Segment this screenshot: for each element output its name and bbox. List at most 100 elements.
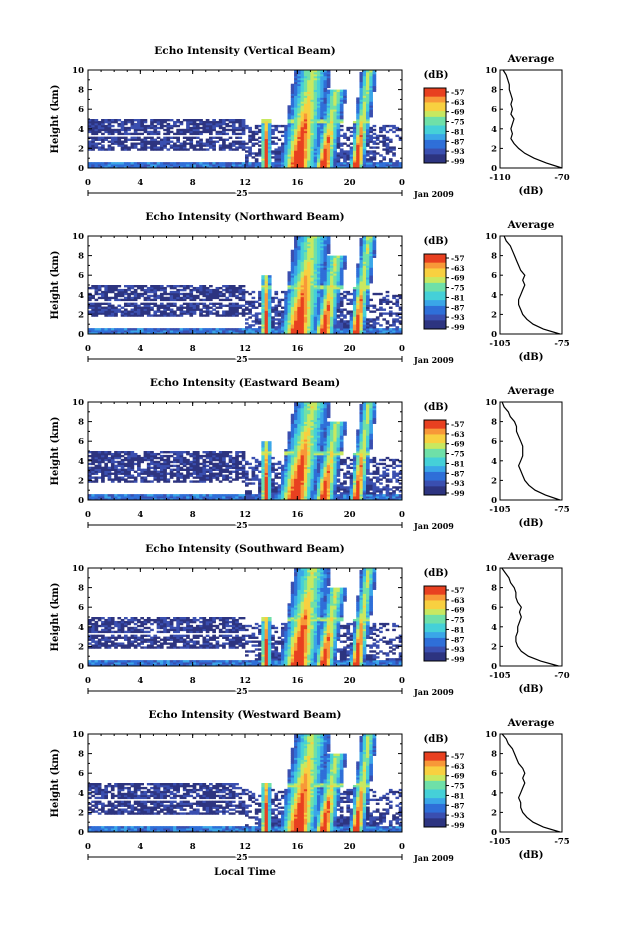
profile-ytick-label: 4 xyxy=(491,291,497,301)
colorbar-swatch xyxy=(424,102,446,105)
heatmap-cell xyxy=(111,297,115,299)
heatmap-cell xyxy=(245,154,249,156)
heatmap-cell xyxy=(183,451,187,453)
heatmap-cell xyxy=(117,289,121,291)
colorbar-swatch xyxy=(424,271,446,274)
heatmap-cell xyxy=(153,125,157,127)
heatmap-cell xyxy=(245,312,249,314)
colorbar-tick-label: -75 xyxy=(451,284,465,293)
heatmap-cell xyxy=(340,129,344,131)
colorbar-swatch xyxy=(424,274,446,277)
heatmap-cell xyxy=(101,451,105,453)
heatmap-cell xyxy=(98,451,102,453)
profile-ytick-label: 8 xyxy=(491,252,497,262)
heatmap-cell xyxy=(131,480,135,482)
colorbar-swatch xyxy=(424,300,446,303)
colorbar-tick-label: -81 xyxy=(451,293,465,302)
heatmap-cell xyxy=(219,299,223,301)
heatmap-cell xyxy=(104,463,108,465)
heatmap-cell xyxy=(271,137,275,139)
heatmap-cell xyxy=(137,133,141,135)
heatmap-cell xyxy=(163,459,167,461)
heatmap-cell xyxy=(255,307,259,309)
heatmap-cell xyxy=(199,119,203,121)
heatmap-cell xyxy=(131,303,135,305)
heatmap-cell xyxy=(258,318,262,320)
heatmap-cell xyxy=(202,328,206,330)
heatmap-cell xyxy=(180,293,184,295)
heatmap-cell xyxy=(163,119,167,121)
colorbar-swatch xyxy=(424,257,446,260)
heatmap-cell xyxy=(124,127,128,129)
heatmap-cell xyxy=(124,285,128,287)
heatmap-cell xyxy=(91,303,95,305)
heatmap-cell xyxy=(235,303,239,305)
heatmap-cell xyxy=(340,256,344,258)
heatmap-cell xyxy=(167,455,171,457)
heatmap-cell xyxy=(137,119,141,121)
heatmap-cell xyxy=(291,250,295,252)
heatmap-cell xyxy=(219,131,223,133)
colorbar-swatch xyxy=(424,268,446,271)
heatmap-cell xyxy=(131,162,135,164)
heatmap-cell xyxy=(212,312,216,314)
heatmap-cell xyxy=(150,299,154,301)
heatmap-cell xyxy=(356,97,360,99)
heatmap-cell xyxy=(167,494,171,496)
heatmap-cell xyxy=(117,469,121,471)
heatmap-cell xyxy=(225,144,229,146)
heatmap-cell xyxy=(271,307,275,309)
heatmap-cell xyxy=(127,494,131,496)
heatmap-cell xyxy=(229,162,233,164)
heatmap-cell xyxy=(274,297,278,299)
colorbar-swatch xyxy=(424,277,446,280)
heatmap-cell xyxy=(268,119,272,121)
colorbar-swatch xyxy=(424,143,446,146)
heatmap-cell xyxy=(202,285,206,287)
heatmap-cell xyxy=(252,156,256,158)
heatmap-cell xyxy=(369,305,373,307)
heatmap-cell xyxy=(167,297,171,299)
heatmap-cell xyxy=(150,314,154,316)
heatmap-cell xyxy=(117,309,121,311)
heatmap-cell xyxy=(248,293,252,295)
heatmap-cell xyxy=(163,137,167,139)
heatmap-cell xyxy=(150,285,154,287)
heatmap-cell xyxy=(229,119,233,121)
heatmap-cell xyxy=(153,285,157,287)
heatmap-cell xyxy=(114,451,118,453)
profile-xtick-label: -110 xyxy=(489,173,510,183)
colorbar-swatch xyxy=(424,123,446,126)
colorbar-swatch xyxy=(424,320,446,323)
ytick-label: 6 xyxy=(78,271,84,281)
heatmap-cell xyxy=(150,119,154,121)
heatmap-cell xyxy=(95,303,99,305)
colorbar-swatch xyxy=(424,105,446,108)
heatmap-cell xyxy=(386,326,390,328)
heatmap-cell xyxy=(225,133,229,135)
heatmap-cell xyxy=(258,291,262,293)
colorbar-tick-label: -93 xyxy=(451,147,465,156)
heatmap-cell xyxy=(238,312,242,314)
heatmap-cell xyxy=(121,299,125,301)
heatmap-cell xyxy=(98,297,102,299)
heatmap-cell xyxy=(189,453,193,455)
heatmap-cell xyxy=(271,129,275,131)
heatmap-cell xyxy=(167,478,171,480)
xtick-label: 16 xyxy=(291,344,303,354)
heatmap-cell xyxy=(117,328,121,330)
heatmap-cell xyxy=(235,133,239,135)
heatmap-cell xyxy=(343,295,347,297)
heatmap-cell xyxy=(379,135,383,137)
heatmap-cell xyxy=(91,476,95,478)
colorbar-swatch xyxy=(424,97,446,100)
heatmap-cell xyxy=(137,148,141,150)
heatmap-cell xyxy=(111,478,115,480)
heatmap-cell xyxy=(373,305,377,307)
heatmap-cell xyxy=(91,467,95,469)
heatmap-cell xyxy=(163,125,167,127)
heatmap-cell xyxy=(160,285,164,287)
heatmap-cell xyxy=(252,291,256,293)
heatmap-cell xyxy=(271,150,275,152)
heatmap-cell xyxy=(206,305,210,307)
